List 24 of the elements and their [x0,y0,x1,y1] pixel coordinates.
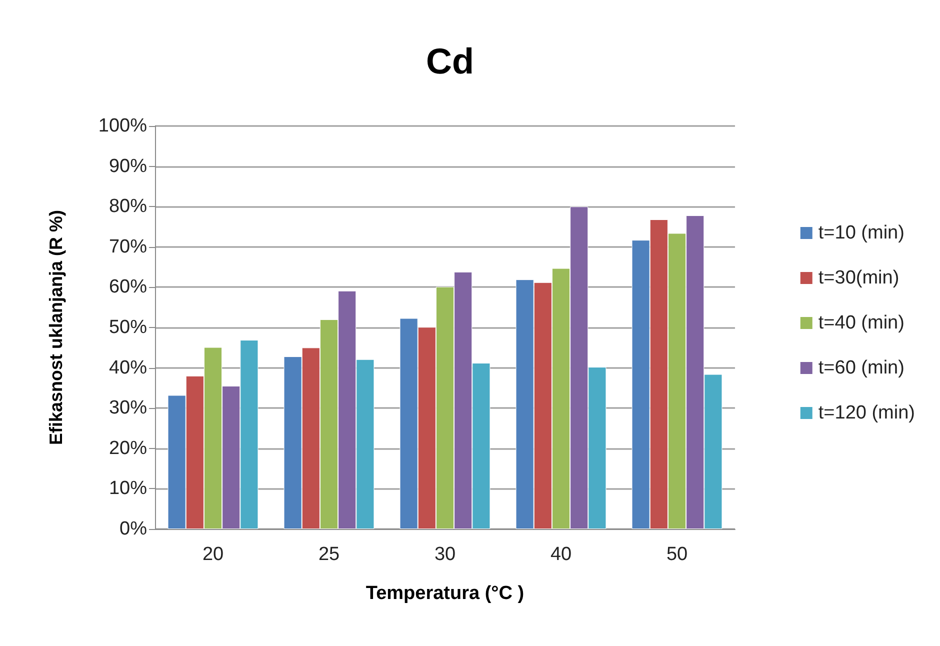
y-tick-label: 40% [108,357,148,378]
legend-label: t=60 (min) [818,358,904,378]
y-tick-label: 60% [108,276,148,298]
y-tick-label: 0% [120,518,148,540]
y-tick-label: 10% [108,478,148,500]
y-tick-label: 100% [98,116,148,136]
x-tick-label: 20 [202,544,224,565]
y-tick-label: 50% [108,317,148,338]
chart-title: Cd [426,40,474,82]
x-tick-label: 40 [550,544,572,565]
y-tick-label: 80% [108,196,148,218]
legend-label: t=40 (min) [818,312,904,334]
y-tick-label: 90% [108,156,148,177]
x-tick-label: 50 [666,544,688,565]
x-axis-title: Temperatura (°C ) [366,583,524,604]
y-tick-label: 70% [108,236,148,258]
y-axis-title: Efikasnost uklanjanja (R %) [46,210,66,446]
legend-label: t=120 (min) [818,402,915,424]
x-tick-label: 30 [434,544,456,565]
y-tick-label: 20% [108,438,148,459]
y-tick-label: 30% [108,398,148,419]
legend-label: t=10 (min) [818,222,904,244]
x-tick-label: 25 [318,544,340,565]
legend-label: t=30(min) [818,268,900,288]
